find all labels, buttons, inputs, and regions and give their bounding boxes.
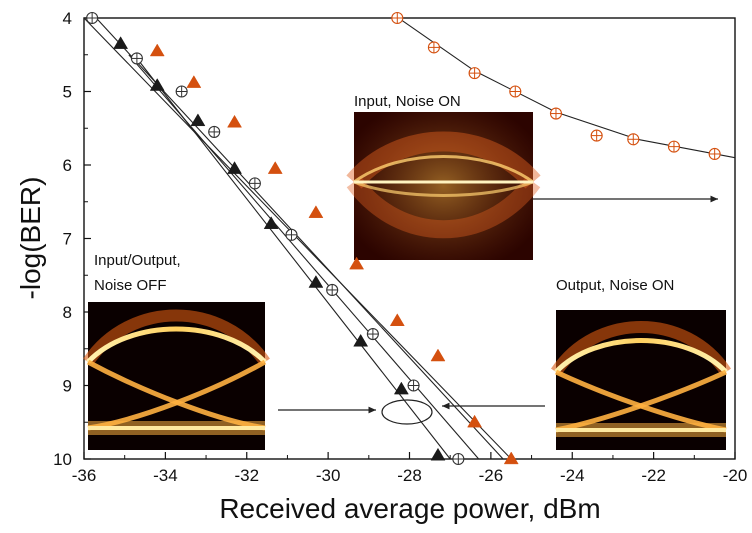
fit-line-0 [83,17,512,460]
series-1-point-7 [366,327,379,341]
series-0-point-8 [430,447,446,461]
series-1-point-9 [452,452,465,466]
x-tick-label-6: -24 [560,466,585,485]
y-tick-label-4: 8 [63,303,72,322]
series-2-point-0 [149,43,165,57]
series-1-point-0 [86,11,99,25]
x-tick-label-0: -36 [72,466,97,485]
annotation-arrows [278,195,718,425]
series-3-point-1 [427,41,440,54]
series-1-point-2 [175,85,188,98]
series-2-point-9 [503,451,519,465]
series-0-point-5 [308,275,324,288]
x-axis-title: Received average power, dBm [219,493,600,524]
x-tick-label-3: -30 [316,466,341,485]
y-tick-label-6: 10 [53,450,72,469]
axis-ticks: -36 -34 -32 -30 -28 -26 -24 -22 -20 4 5 6 7 8 9 10 [53,9,747,485]
series-0-point-1 [149,78,165,91]
series-2-point-5 [349,256,365,270]
series-1-point-3 [208,125,221,138]
x-tick-label-8: -20 [723,466,748,485]
y-axis-title: -log(BER) [15,177,46,300]
series-2-point-1 [186,75,202,88]
y-tick-label-2: 6 [63,156,72,175]
series-3-point-4 [549,107,563,120]
series-0-point-4 [263,216,279,229]
eye-inset-output-noise-on [551,310,731,450]
data-points [86,11,721,466]
series-3-point-3 [509,85,522,98]
x-tick-label-4: -28 [397,466,422,485]
series-3-point-6 [627,133,640,146]
series-0-point-0 [113,36,129,49]
y-tick-label-0: 4 [63,9,72,28]
series-3-point-7 [667,140,681,153]
series-1-point-8 [407,379,420,392]
series-0-point-2 [190,113,206,127]
series-1-point-1 [130,52,143,65]
series-2-point-7 [430,348,446,362]
series-2-point-3 [267,161,283,174]
series-2-point-2 [227,114,242,128]
series-3-point-0 [391,11,404,25]
series-2-point-4 [308,205,324,218]
annotation-input-output: Input/Output, [94,252,181,269]
highlight-ellipse [381,399,433,425]
eye-inset-input-output-noise-off [83,302,270,450]
y-tick-label-1: 5 [63,83,72,102]
fit-line-2 [128,54,480,460]
series-3-point-5 [590,129,603,142]
series-2-point-8 [467,414,483,428]
series-1-point-5 [285,228,298,241]
series-1-point-4 [248,177,261,190]
series-3-point-8 [708,147,721,161]
series-0-point-3 [227,161,242,174]
x-tick-label-1: -34 [153,466,178,485]
x-tick-label-7: -22 [641,466,666,485]
annotation-noise-off: Noise OFF [94,277,167,294]
y-tick-label-3: 7 [63,230,72,249]
x-tick-label-2: -32 [234,466,259,485]
series-0-point-7 [393,381,409,395]
eye-inset-input-noise-on [346,112,541,260]
y-tick-label-5: 9 [63,377,72,396]
x-tick-label-5: -26 [479,466,504,485]
series-1-point-6 [326,283,339,297]
series-0-point-6 [353,333,369,347]
fit-line-3 [95,17,504,460]
series-3-point-2 [468,67,481,80]
annotation-output-noise-on: Output, Noise ON [556,277,674,294]
series-2-point-6 [389,313,405,326]
annotation-input-noise-on: Input, Noise ON [354,93,461,110]
